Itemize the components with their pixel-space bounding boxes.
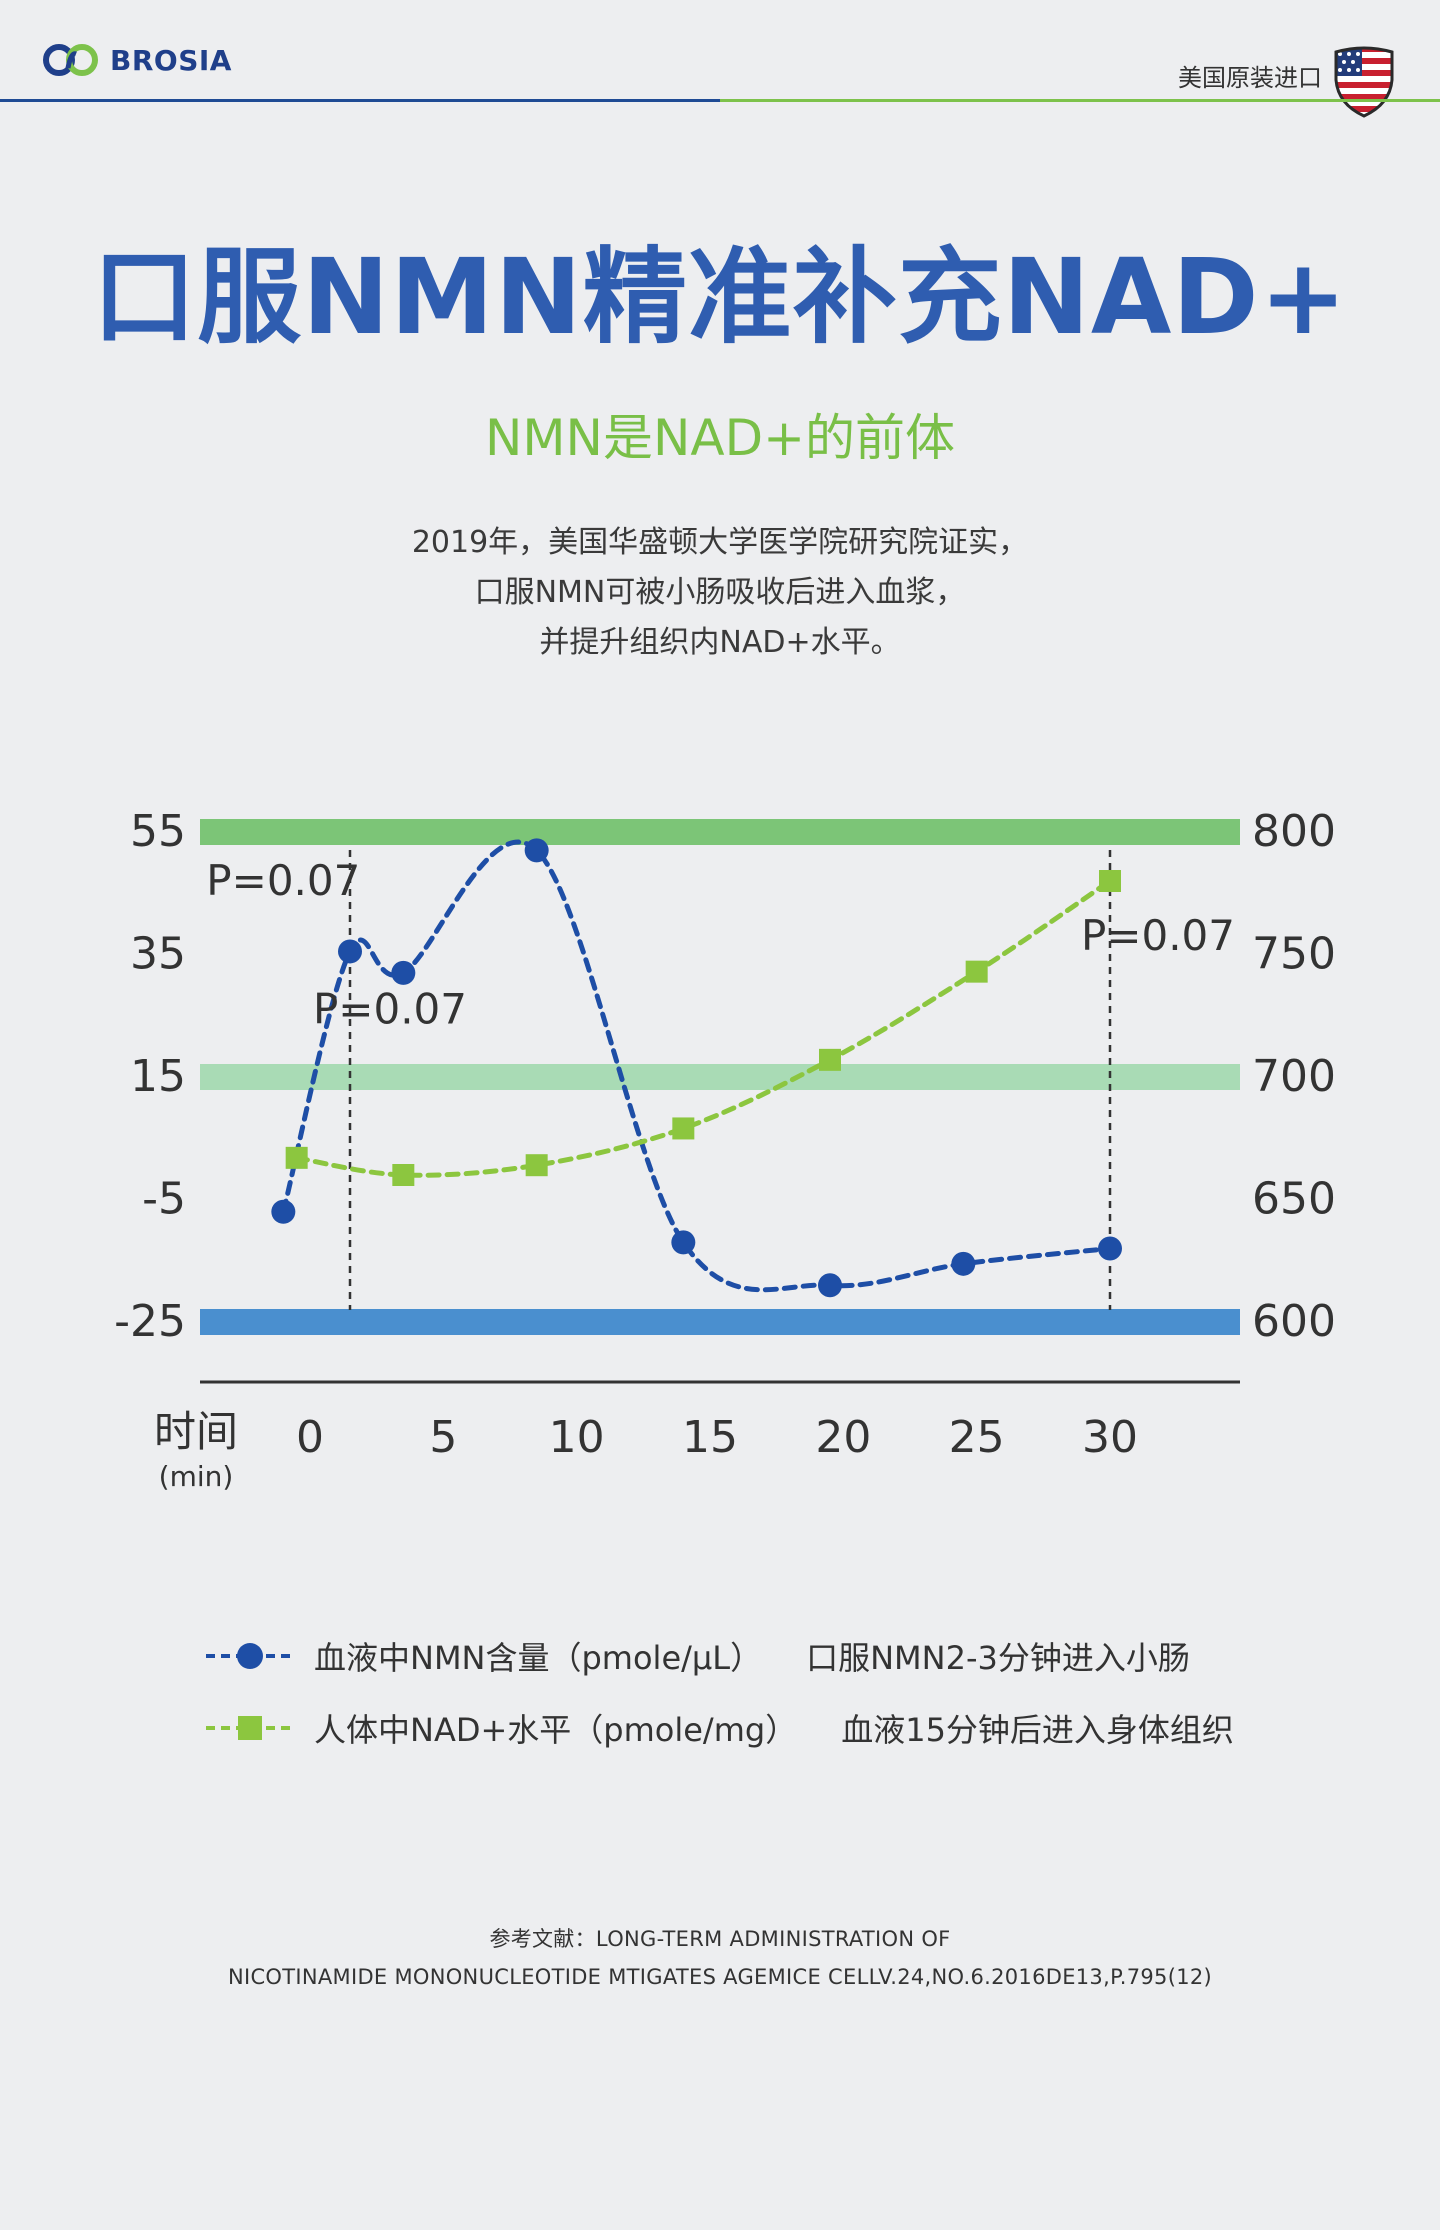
x-tick-4: 20 xyxy=(815,1412,871,1463)
brand-logo[interactable]: BROSIA xyxy=(42,42,232,78)
x-tick-0: 0 xyxy=(296,1412,324,1463)
legend-row-nad: 人体中NAD+水平（pmole/mg） 血液15分钟后进入身体组织 xyxy=(200,1692,1300,1764)
x-tick-5: 25 xyxy=(949,1412,1005,1463)
reference-line-1: 参考文献：LONG-TERM ADMINISTRATION OF xyxy=(489,1927,951,1951)
reference-line-2: NICOTINAMIDE MONONUCLEOTIDE MTIGATES AGE… xyxy=(227,1965,1213,1989)
annotation-p-value-1: P=0.07 xyxy=(313,985,467,1034)
series-0-point-4 xyxy=(671,1230,696,1255)
legend-swatch-nad xyxy=(206,1716,294,1740)
series-1-point-6 xyxy=(1099,870,1121,892)
y-left-tick-3: -5 xyxy=(142,1174,186,1225)
chart-legend: 血液中NMN含量（pmole/μL） 口服NMN2-3分钟进入小肠 人体中NAD… xyxy=(200,1620,1300,1764)
legend-row-nmn: 血液中NMN含量（pmole/μL） 口服NMN2-3分钟进入小肠 xyxy=(200,1620,1300,1692)
description-line-3: 并提升组织内NAD+水平。 xyxy=(539,625,901,660)
series-1-point-2 xyxy=(525,1154,548,1177)
x-tick-1: 5 xyxy=(429,1412,457,1463)
annotation-p-value-0: P=0.07 xyxy=(206,856,360,905)
band-0 xyxy=(200,819,1240,845)
y-right-tick-3: 650 xyxy=(1252,1174,1336,1225)
references: 参考文献：LONG-TERM ADMINISTRATION OF NICOTIN… xyxy=(0,1920,1440,1996)
series-0-point-3 xyxy=(524,838,549,863)
x-tick-2: 10 xyxy=(549,1412,605,1463)
x-tick-3: 15 xyxy=(682,1412,738,1463)
series-0-point-7 xyxy=(1098,1236,1122,1261)
legend-label-nmn: 血液中NMN含量（pmole/μL） xyxy=(314,1639,763,1677)
series-0-point-0 xyxy=(271,1199,296,1224)
series-1-point-3 xyxy=(672,1117,695,1140)
series-0-point-2 xyxy=(391,960,416,985)
series-1-point-1 xyxy=(392,1164,415,1186)
band-2 xyxy=(200,1309,1240,1335)
y-left-tick-0: 55 xyxy=(130,806,186,857)
series-1-point-5 xyxy=(965,960,988,983)
series-0-point-5 xyxy=(818,1273,842,1298)
nmn-nad-chart: 55 35 15 -5 -25 800 750 700 650 600 时间 (min) 0 5 10 15 2… xyxy=(0,760,1440,1520)
y-right-tick-0: 800 xyxy=(1252,806,1336,857)
y-right-tick-2: 700 xyxy=(1252,1051,1336,1102)
chart-canvas: 55 35 15 -5 -25 800 750 700 650 600 时间 (min) 0 5 10 15 2… xyxy=(114,806,1336,1493)
series-1-point-4 xyxy=(819,1048,841,1071)
description: 2019年，美国华盛顿大学医学院研究院证实， 口服NMN可被小肠吸收后进入血浆，… xyxy=(0,518,1440,668)
series-1-point-0 xyxy=(285,1146,308,1169)
y-right-tick-4: 600 xyxy=(1252,1296,1336,1347)
us-flag-shield-icon xyxy=(1334,46,1394,118)
series-0-point-1 xyxy=(338,939,362,964)
band-1 xyxy=(200,1064,1240,1090)
legend-note-nmn: 口服NMN2-3分钟进入小肠 xyxy=(806,1639,1190,1677)
series-0-point-6 xyxy=(951,1251,976,1276)
description-line-2: 口服NMN可被小肠吸收后进入血浆， xyxy=(474,575,966,610)
y-left-tick-1: 35 xyxy=(130,929,186,980)
header: BROSIA 美国原装进口 xyxy=(0,0,1440,118)
y-right-tick-1: 750 xyxy=(1252,929,1336,980)
y-left-tick-2: 15 xyxy=(130,1051,186,1102)
header-rule-left xyxy=(0,99,720,102)
legend-swatch-nmn xyxy=(206,1643,294,1669)
x-tick-6: 30 xyxy=(1082,1412,1138,1463)
brand-name: BROSIA xyxy=(110,43,232,77)
annotation-p-value-2: P=0.07 xyxy=(1081,911,1235,960)
legend-note-nad: 血液15分钟后进入身体组织 xyxy=(841,1711,1234,1749)
origin-label: 美国原装进口 xyxy=(1178,64,1322,92)
description-line-1: 2019年，美国华盛顿大学医学院研究院证实， xyxy=(411,525,1029,560)
header-rule-right xyxy=(720,99,1440,102)
x-axis-label: 时间 xyxy=(154,1407,238,1456)
page-title: 口服NMN精准补充NAD+ xyxy=(92,236,1348,358)
page-subtitle: NMN是NAD+的前体 xyxy=(485,409,955,467)
brand-logo-icon xyxy=(43,44,98,76)
legend-label-nad: 人体中NAD+水平（pmole/mg） xyxy=(314,1711,798,1749)
y-left-tick-4: -25 xyxy=(114,1296,186,1347)
x-axis-unit: (min) xyxy=(159,1460,234,1493)
